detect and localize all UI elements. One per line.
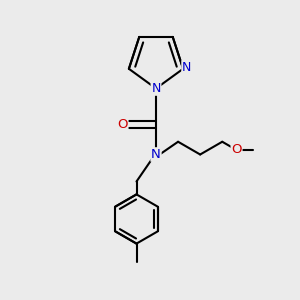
Text: N: N bbox=[151, 82, 161, 95]
Text: O: O bbox=[231, 143, 242, 157]
Text: O: O bbox=[117, 118, 128, 131]
Text: N: N bbox=[182, 61, 191, 74]
Text: N: N bbox=[151, 148, 161, 161]
